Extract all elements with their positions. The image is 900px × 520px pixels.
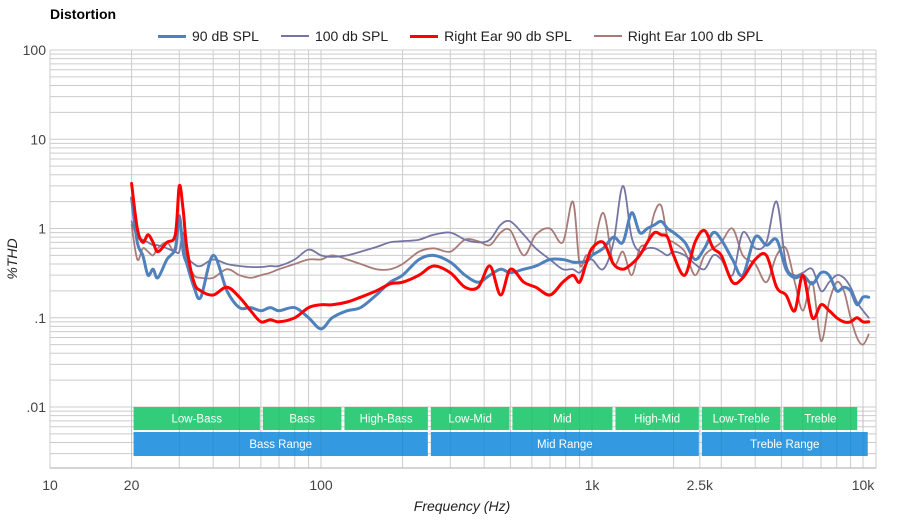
band-treble-range: Treble Range: [701, 432, 868, 456]
band-label: Mid: [553, 414, 572, 426]
band-high-mid: High-Mid: [615, 407, 699, 430]
legend-label-right-ear-100db: Right Ear 100 db SPL: [627, 28, 764, 44]
band-rect: [615, 407, 699, 430]
band-rect: [701, 432, 868, 456]
legend-item-90db[interactable]: 90 dB SPL: [158, 28, 259, 44]
band-rect: [133, 432, 428, 456]
series-line-right-ear-90-db-spl: [130, 181, 871, 324]
x-axis-ticks: 10 20 100 1k 2.5k 10k: [42, 477, 875, 493]
band-rect: [262, 407, 342, 430]
frequency-bands: Low-Bass Bass High-Bass Low-Mid Mid High-Mid L…: [133, 407, 868, 456]
band-mid-range: Mid Range: [430, 432, 699, 456]
band-rect: [344, 407, 428, 430]
legend-label-90db: 90 dB SPL: [192, 28, 259, 44]
y-tick-label: 1: [38, 221, 46, 237]
y-tick-label: 100: [23, 42, 47, 58]
band-label: High-Bass: [360, 414, 413, 426]
band-label: Treble: [804, 414, 836, 426]
band-rect: [701, 407, 781, 430]
band-mid: Mid: [512, 407, 613, 430]
band-rect: [133, 407, 260, 430]
band-rect: [430, 432, 699, 456]
band-label: Low-Mid: [448, 414, 491, 426]
series-line-right-ear-100-db-spl: [130, 200, 870, 346]
band-label: Mid Range: [537, 439, 593, 451]
band-label: Bass: [289, 414, 315, 426]
band-bass: Bass: [262, 407, 342, 430]
band-rect: [512, 407, 613, 430]
band-label: Low-Treble: [713, 414, 770, 426]
band-treble: Treble: [783, 407, 858, 430]
legend-item-right-ear-100db[interactable]: Right Ear 100 db SPL: [593, 28, 764, 44]
x-tick-label: 10: [42, 477, 58, 493]
band-low-treble: Low-Treble: [701, 407, 781, 430]
legend-label-right-ear-90db: Right Ear 90 db SPL: [444, 28, 572, 44]
band-low-bass: Low-Bass: [133, 407, 260, 430]
legend-swatch-right-ear-100db: [593, 35, 622, 37]
legend-swatch-100db: [280, 35, 309, 37]
y-tick-label: .01: [27, 399, 47, 415]
x-tick-label: 100: [309, 477, 333, 493]
legend-item-100db[interactable]: 100 db SPL: [280, 28, 389, 44]
band-high-bass: High-Bass: [344, 407, 428, 430]
band-label: Treble Range: [750, 439, 819, 451]
y-tick-label: .1: [34, 310, 46, 326]
x-tick-label: 1k: [585, 477, 601, 493]
legend-label-100db: 100 db SPL: [314, 28, 389, 44]
gridlines-over-bands: [131, 407, 864, 456]
y-axis-title: %THD: [4, 238, 20, 279]
gridlines: [49, 49, 877, 469]
x-tick-label: 20: [124, 477, 140, 493]
series-lines: [130, 181, 871, 346]
legend-swatch-90db: [158, 34, 186, 38]
y-tick-label: 10: [30, 131, 46, 147]
band-label: Bass Range: [249, 439, 312, 451]
band-low-mid: Low-Mid: [430, 407, 510, 430]
x-tick-label: 10k: [852, 477, 876, 493]
chart-title: Distortion: [50, 6, 117, 22]
band-label: High-Mid: [634, 414, 680, 426]
x-axis-title: Frequency (Hz): [414, 498, 510, 514]
y-axis-ticks: 100 10 1 .1 .01: [23, 42, 47, 415]
x-tick-label: 2.5k: [687, 477, 714, 493]
band-rect: [783, 407, 858, 430]
series-line-90-db-spl: [130, 196, 871, 331]
band-rect: [430, 407, 510, 430]
band-bass-range: Bass Range: [133, 432, 428, 456]
legend-swatch-right-ear-90db: [410, 34, 439, 38]
legend-item-right-ear-90db[interactable]: Right Ear 90 db SPL: [410, 28, 572, 44]
legend: 90 dB SPL 100 db SPL Right Ear 90 db SPL…: [158, 27, 785, 45]
band-label: Low-Bass: [171, 414, 222, 426]
